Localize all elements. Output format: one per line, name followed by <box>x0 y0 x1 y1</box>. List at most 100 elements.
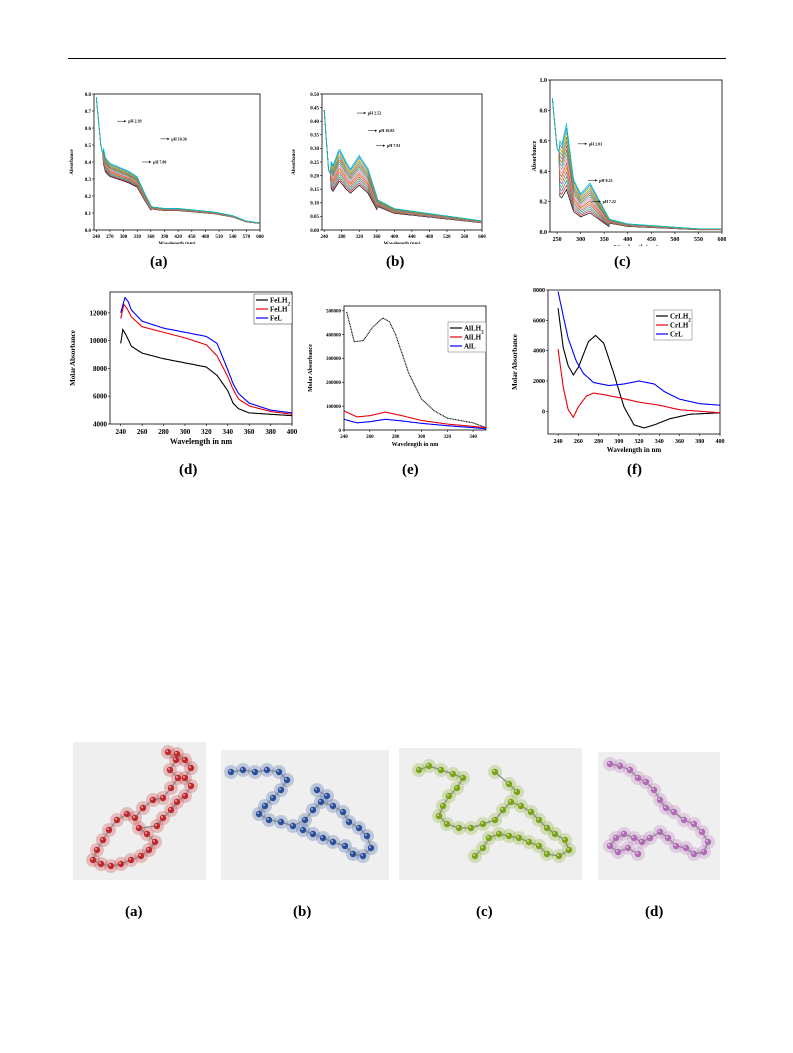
figure-caption-d: (d) <box>179 462 198 478</box>
atom-highlight <box>361 854 363 856</box>
atom-highlight <box>277 770 279 772</box>
series-line-FeL <box>120 296 292 414</box>
legend-label: AlL <box>464 343 476 351</box>
x-tick-label: 340 <box>655 439 664 445</box>
molecule-image-b <box>221 750 389 880</box>
atom-highlight <box>702 850 704 852</box>
legend-label: AlLH2 <box>464 325 484 336</box>
spectrum-line <box>95 97 260 224</box>
atom-highlight <box>141 806 143 808</box>
atom-highlight <box>519 804 521 806</box>
atom <box>535 842 543 850</box>
atom <box>491 816 499 824</box>
molecule-caption-b: (b) <box>293 904 312 920</box>
atom-highlight <box>331 804 333 806</box>
y-tick-label: 0.3 <box>85 178 92 183</box>
atom-highlight <box>331 840 333 842</box>
atom <box>543 850 551 858</box>
atom-highlight <box>176 776 178 778</box>
atom-highlight <box>537 844 539 846</box>
atom <box>173 798 181 806</box>
legend-label: CrLH2 <box>670 313 691 324</box>
spectrum-line <box>552 98 722 230</box>
atom <box>612 834 620 842</box>
atom <box>561 836 569 844</box>
atom-highlight <box>347 820 349 822</box>
y-axis-label: Absorbance <box>532 140 538 171</box>
annotation-label: pH 2.39 <box>128 119 141 124</box>
atom-highlight <box>303 818 305 820</box>
atom <box>345 818 353 826</box>
atom-highlight <box>692 852 694 854</box>
atom-highlight <box>369 846 371 848</box>
atom <box>105 826 113 834</box>
atom <box>507 798 515 806</box>
y-tick-label: 0.4 <box>540 169 548 175</box>
atom-highlight <box>166 750 168 752</box>
atom <box>638 838 646 846</box>
atom <box>479 844 487 852</box>
y-tick-label: 0.05 <box>310 215 319 220</box>
atom-highlight <box>137 826 139 828</box>
atom <box>277 786 285 794</box>
spectrum-line <box>95 97 260 224</box>
atom <box>525 838 533 846</box>
plot-area <box>344 311 486 430</box>
legend-label-main: FeLH <box>270 297 288 305</box>
figure-caption-b: (b) <box>386 254 405 270</box>
atom-highlight <box>101 838 103 840</box>
atom-highlight <box>183 794 185 796</box>
atom <box>139 804 147 812</box>
atom-highlight <box>439 768 441 770</box>
plot-area <box>95 97 260 224</box>
molecule-image-c <box>399 748 582 880</box>
y-tick-label: 0.15 <box>310 188 319 193</box>
atom <box>682 844 690 852</box>
legend-label: FeLH <box>270 306 288 314</box>
atom-highlight <box>125 812 127 814</box>
legend-label-main: AlLH <box>464 334 482 342</box>
atom-highlight <box>291 824 293 826</box>
atom-highlight <box>119 862 121 864</box>
figure-caption-a: (a) <box>150 254 168 270</box>
x-tick-label: 540 <box>229 235 237 240</box>
atom-highlight <box>145 832 147 834</box>
atom <box>690 850 698 858</box>
atom-highlight <box>608 844 610 846</box>
atom <box>449 770 457 778</box>
x-tick-label: 600 <box>478 235 486 240</box>
atom <box>672 842 680 850</box>
atom <box>642 778 650 786</box>
spectrum-line <box>95 97 260 224</box>
atom-highlight <box>658 798 660 800</box>
x-tick-label: 480 <box>202 235 210 240</box>
x-axis-label: Wavelength in nm <box>170 437 233 446</box>
plot-area <box>557 291 720 429</box>
atom <box>565 846 573 854</box>
atom <box>467 824 475 832</box>
atom <box>113 816 121 824</box>
atom <box>662 804 670 812</box>
x-tick-label: 320 <box>201 428 212 436</box>
atom <box>301 816 309 824</box>
atom <box>167 806 175 814</box>
atom <box>341 842 349 850</box>
atom <box>261 802 269 810</box>
plot-frame <box>343 305 487 431</box>
annotation-arrowhead <box>383 144 385 147</box>
atom <box>93 846 101 854</box>
y-axis-label: Molar Absorbance <box>69 330 77 386</box>
atom <box>415 766 423 774</box>
figure-caption-c: (c) <box>614 254 631 270</box>
x-tick-label: 240 <box>554 439 563 445</box>
atom-highlight <box>622 832 624 834</box>
plot-area <box>120 296 292 417</box>
atom-highlight <box>509 800 511 802</box>
y-tick-label: 4000 <box>533 349 545 355</box>
atom <box>479 820 487 828</box>
atom-highlight <box>469 826 471 828</box>
atom <box>107 862 115 870</box>
x-tick-label: 340 <box>469 435 477 440</box>
molecule-image-d <box>598 752 720 880</box>
